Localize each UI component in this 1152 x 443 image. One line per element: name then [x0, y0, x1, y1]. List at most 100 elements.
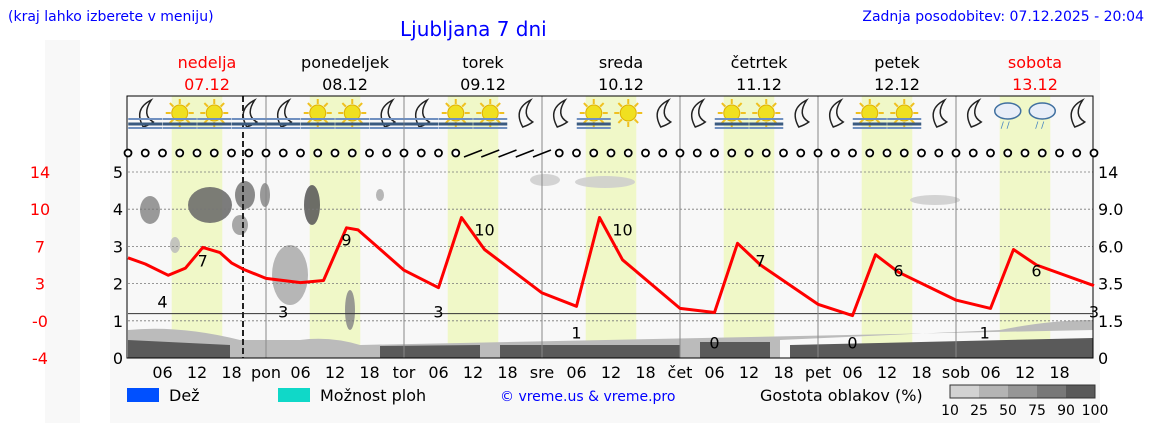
- daylight-band: [447, 96, 499, 358]
- calm-wind-icon: [589, 148, 599, 158]
- hour-tick: 06: [704, 363, 724, 382]
- sun-ray: [479, 102, 485, 108]
- rain-swatch: [127, 388, 159, 402]
- moon-icon: [518, 98, 535, 128]
- sun-disc: [585, 104, 603, 122]
- calm-wind-icon: [692, 148, 702, 158]
- cloud-low-dense: [128, 338, 1093, 358]
- moon-icon: [690, 98, 707, 128]
- moon-icon: [1070, 98, 1087, 128]
- sun-disc: [309, 104, 327, 122]
- copyright-link[interactable]: © vreme.us & vreme.pro: [500, 389, 675, 405]
- location-hint[interactable]: (kraj lahko izberete v meniju): [8, 9, 214, 25]
- temp-tick: -4: [32, 349, 48, 368]
- day-short-label: tor: [393, 363, 416, 382]
- wind-barb-icon: [532, 149, 552, 158]
- density-tick: 75: [1028, 403, 1046, 419]
- density-tick: 50: [999, 403, 1017, 419]
- moon-fog-icon: [266, 98, 301, 129]
- sun-disc: [757, 104, 775, 122]
- calm-wind-icon: [209, 148, 219, 158]
- day-date: 08.12: [322, 75, 368, 94]
- sun-ray: [755, 102, 761, 108]
- plot-frame: [126, 95, 1094, 359]
- sun-disc: [861, 104, 879, 122]
- rain-drops: / /: [1001, 121, 1011, 131]
- cloud-blob: [575, 176, 635, 188]
- cloud-shape: [1028, 102, 1056, 120]
- cloud-blob: [232, 215, 248, 235]
- moon-icon: [828, 98, 845, 128]
- calm-wind-icon: [675, 148, 685, 158]
- calm-wind-icon: [434, 148, 443, 158]
- rain-legend-label: Dež: [169, 386, 200, 405]
- calm-wind-icon: [1020, 148, 1030, 158]
- sun-disc: [205, 104, 223, 122]
- day-date: 10.12: [598, 75, 644, 94]
- day-date: 12.12: [874, 75, 920, 94]
- sun-ray: [495, 102, 501, 108]
- temperature-label: 10: [612, 220, 632, 239]
- showers-legend-label: Možnost ploh: [320, 386, 426, 405]
- day-short-label: čet: [668, 363, 693, 382]
- wind-barb-icon: [515, 149, 535, 158]
- density-tick: 10: [941, 403, 959, 419]
- calm-wind-icon: [710, 148, 719, 158]
- sun-ray: [617, 118, 623, 124]
- moon-fog-icon: [231, 98, 266, 129]
- daylight-band: [585, 96, 637, 358]
- temperature-label: 7: [755, 251, 765, 270]
- cloud-density-legend-label: Gostota oblakov (%): [760, 386, 923, 405]
- hour-tick: 18: [497, 363, 517, 382]
- temp-tick: 3: [35, 275, 45, 294]
- calm-wind-icon: [623, 148, 633, 158]
- temperature-label: 10: [474, 220, 494, 239]
- calm-wind-icon: [779, 148, 788, 158]
- sun-fog-icon: [197, 99, 232, 129]
- calm-wind-icon: [313, 148, 323, 158]
- temperature-label: 6: [1031, 262, 1041, 281]
- moon-fog-icon: [128, 98, 163, 129]
- sun-fog-icon: [438, 99, 473, 129]
- density-swatch: [1037, 385, 1066, 398]
- day-name: sreda: [599, 53, 643, 72]
- sun-ray: [583, 102, 589, 108]
- wind-barb-icon: [463, 149, 483, 158]
- temperature-label: 3: [278, 303, 288, 322]
- temperature-label: 3: [1089, 303, 1099, 322]
- hour-tick: 06: [290, 363, 310, 382]
- calm-wind-icon: [813, 148, 823, 158]
- calm-wind-icon: [744, 148, 754, 158]
- calm-wind-icon: [365, 148, 374, 158]
- sun-disc: [481, 104, 499, 122]
- temp-axis-panel: [45, 40, 80, 423]
- day-name: sobota: [1008, 53, 1062, 72]
- temperature-label: 0: [709, 334, 719, 353]
- temp-tick: 14: [30, 163, 50, 182]
- calm-wind-icon: [968, 148, 978, 158]
- sun-ray: [307, 102, 313, 108]
- temp-tick: -0: [32, 312, 48, 331]
- day-date: 09.12: [460, 75, 506, 94]
- day-short-label: pet: [805, 363, 831, 382]
- hour-tick: 12: [739, 363, 759, 382]
- moon-icon: [656, 98, 673, 128]
- day-short-label: sob: [942, 363, 970, 382]
- calm-wind-icon: [330, 148, 340, 158]
- temp-tick: 7: [35, 237, 45, 256]
- hour-tick: 12: [325, 363, 345, 382]
- day-name: nedelja: [178, 53, 237, 72]
- daylight-band: [999, 96, 1051, 358]
- calm-wind-icon: [1055, 148, 1064, 158]
- sun-disc: [343, 104, 361, 122]
- day-name: petek: [874, 53, 920, 72]
- cloud-blob: [188, 187, 232, 223]
- cloud-height-tick: 1.5: [1098, 312, 1123, 331]
- moon-icon: [552, 98, 569, 128]
- sun-ray: [203, 102, 209, 108]
- moon-fog-icon: [404, 98, 439, 129]
- moon-shape: [656, 98, 673, 128]
- calm-wind-icon: [1037, 148, 1047, 158]
